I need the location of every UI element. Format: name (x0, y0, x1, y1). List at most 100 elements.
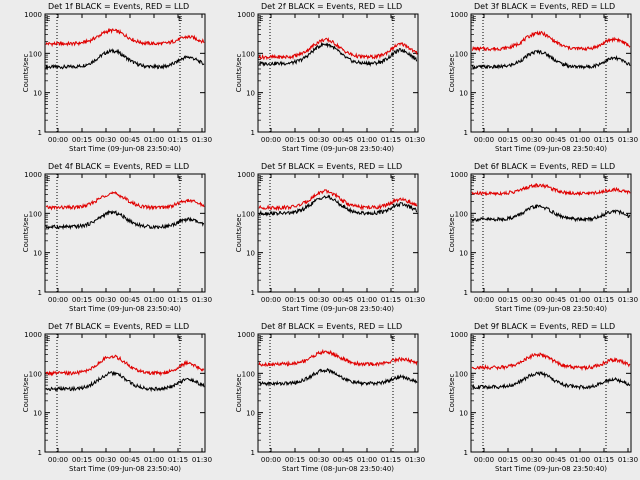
x-tick-label: 01:00 (144, 136, 164, 144)
x-axis-label: Start Time (08-Jun-08 23:50:40) (282, 465, 394, 473)
y-axis-label: Counts/sec (448, 374, 456, 413)
x-tick-label: 01:15 (381, 296, 401, 304)
x-tick-label: 00:15 (285, 456, 305, 464)
x-axis-label: Start Time (09-Jun-08 23:50:40) (495, 305, 607, 313)
x-tick-label: 00:00 (474, 456, 494, 464)
x-tick-label: 01:00 (570, 456, 590, 464)
x-tick-label: 01:00 (570, 136, 590, 144)
y-axis-label: Counts/sec (235, 214, 243, 253)
eclipse-marker-label: E (472, 175, 476, 183)
x-tick-label: 00:45 (333, 456, 353, 464)
x-tick-label: 00:45 (120, 296, 140, 304)
y-axis-label: Counts/sec (22, 54, 30, 93)
y-tick-label: 100 (242, 370, 255, 378)
y-tick-label: 1000 (24, 171, 42, 179)
y-tick-label: 100 (455, 370, 468, 378)
chart-title: Det 8f BLACK = Events, RED = LLD (261, 322, 402, 331)
x-tick-label: 01:00 (357, 136, 377, 144)
detector-chart: Det 9f BLACK = Events, RED = LLD 1 10 100 10… (448, 322, 638, 473)
x-tick-label: 00:00 (261, 136, 281, 144)
x-tick-label: 00:15 (498, 296, 518, 304)
detector-panel: Det 3f BLACK = Events, RED = LLD 1 10 100 10… (426, 0, 639, 160)
eclipse-marker-label: E (604, 335, 608, 343)
x-tick-label: 01:00 (357, 456, 377, 464)
eclipse-marker-label: E (604, 175, 608, 183)
x-tick-label: 00:00 (474, 136, 494, 144)
x-tick-label: 00:15 (498, 456, 518, 464)
detector-panel: Det 1f BLACK = Events, RED = LLD 1 10 100 10… (0, 0, 213, 160)
lld-series-line (45, 354, 205, 377)
lld-series-line (45, 191, 205, 211)
y-tick-label: 100 (29, 50, 42, 58)
detector-chart: Det 8f BLACK = Events, RED = LLD 1 10 100 10… (235, 322, 425, 473)
x-tick-label: 00:00 (48, 136, 68, 144)
y-tick-label: 10 (459, 410, 468, 418)
x-tick-label: 00:30 (309, 296, 329, 304)
x-tick-label: 00:30 (96, 296, 116, 304)
plot-frame (44, 13, 206, 133)
x-tick-label: 00:45 (546, 456, 566, 464)
events-series-line (471, 371, 631, 391)
x-tick-label: 01:30 (192, 136, 212, 144)
y-tick-label: 1 (464, 129, 468, 137)
x-axis-label: Start Time (09-Jun-08 23:50:40) (69, 305, 181, 313)
detector-panel: Det 7f BLACK = Events, RED = LLD 1 10 100 10… (0, 320, 213, 480)
events-series-line (45, 370, 205, 393)
x-axis-label: Start Time (09-Jun-08 23:50:40) (495, 465, 607, 473)
y-tick-label: 1000 (450, 171, 468, 179)
plot-frame (257, 173, 419, 293)
lld-series-line (258, 189, 418, 212)
x-tick-label: 01:30 (405, 296, 425, 304)
y-axis-label: Counts/sec (235, 54, 243, 93)
x-tick-label: 01:15 (594, 456, 614, 464)
y-tick-label: 100 (455, 210, 468, 218)
eclipse-marker-label: E (604, 15, 608, 23)
detector-chart: Det 2f BLACK = Events, RED = LLD 1 10 100 10… (235, 2, 425, 153)
lld-series-line (258, 36, 418, 61)
x-tick-label: 00:00 (261, 456, 281, 464)
y-tick-label: 1000 (24, 11, 42, 19)
eclipse-marker-label: E (391, 175, 395, 183)
x-tick-label: 00:00 (474, 296, 494, 304)
y-tick-label: 10 (246, 90, 255, 98)
eclipse-marker-label: E (391, 15, 395, 23)
detector-chart: Det 4f BLACK = Events, RED = LLD 1 10 100 10… (22, 162, 212, 313)
eclipse-marker-label: E (46, 15, 50, 23)
lld-series-line (471, 183, 631, 197)
eclipse-marker-label: E (178, 175, 182, 183)
x-tick-label: 01:30 (618, 456, 638, 464)
eclipse-marker-label: E (259, 15, 263, 23)
plot-frame (470, 333, 632, 453)
y-tick-label: 1000 (24, 331, 42, 339)
x-tick-label: 01:15 (594, 136, 614, 144)
lld-series-line (258, 348, 418, 368)
y-tick-label: 1 (251, 289, 255, 297)
events-series-line (258, 41, 418, 67)
chart-title: Det 6f BLACK = Events, RED = LLD (474, 162, 615, 171)
x-tick-label: 00:15 (72, 456, 92, 464)
x-tick-label: 01:15 (381, 456, 401, 464)
y-tick-label: 1 (251, 449, 255, 457)
x-tick-label: 01:15 (381, 136, 401, 144)
detector-panel: Det 6f BLACK = Events, RED = LLD 1 10 100 10… (426, 160, 639, 320)
y-tick-label: 1000 (237, 171, 255, 179)
x-tick-label: 00:15 (72, 136, 92, 144)
x-axis-label: Start Time (09-Jun-08 23:50:40) (69, 145, 181, 153)
chart-title: Det 2f BLACK = Events, RED = LLD (261, 2, 402, 11)
x-axis-label: Start Time (09-Jun-08 23:50:40) (495, 145, 607, 153)
x-tick-label: 00:30 (96, 456, 116, 464)
events-series-line (45, 48, 205, 71)
eclipse-marker-label: E (178, 335, 182, 343)
eclipse-marker-label: E (472, 15, 476, 23)
chart-title: Det 4f BLACK = Events, RED = LLD (48, 162, 189, 171)
eclipse-marker-label: E (178, 15, 182, 23)
x-tick-label: 00:00 (261, 296, 281, 304)
eclipse-marker-label: E (259, 335, 263, 343)
x-tick-label: 00:45 (546, 136, 566, 144)
y-tick-label: 100 (455, 50, 468, 58)
x-tick-label: 00:00 (48, 456, 68, 464)
x-tick-label: 01:15 (594, 296, 614, 304)
x-tick-label: 00:15 (72, 296, 92, 304)
x-tick-label: 00:45 (333, 296, 353, 304)
